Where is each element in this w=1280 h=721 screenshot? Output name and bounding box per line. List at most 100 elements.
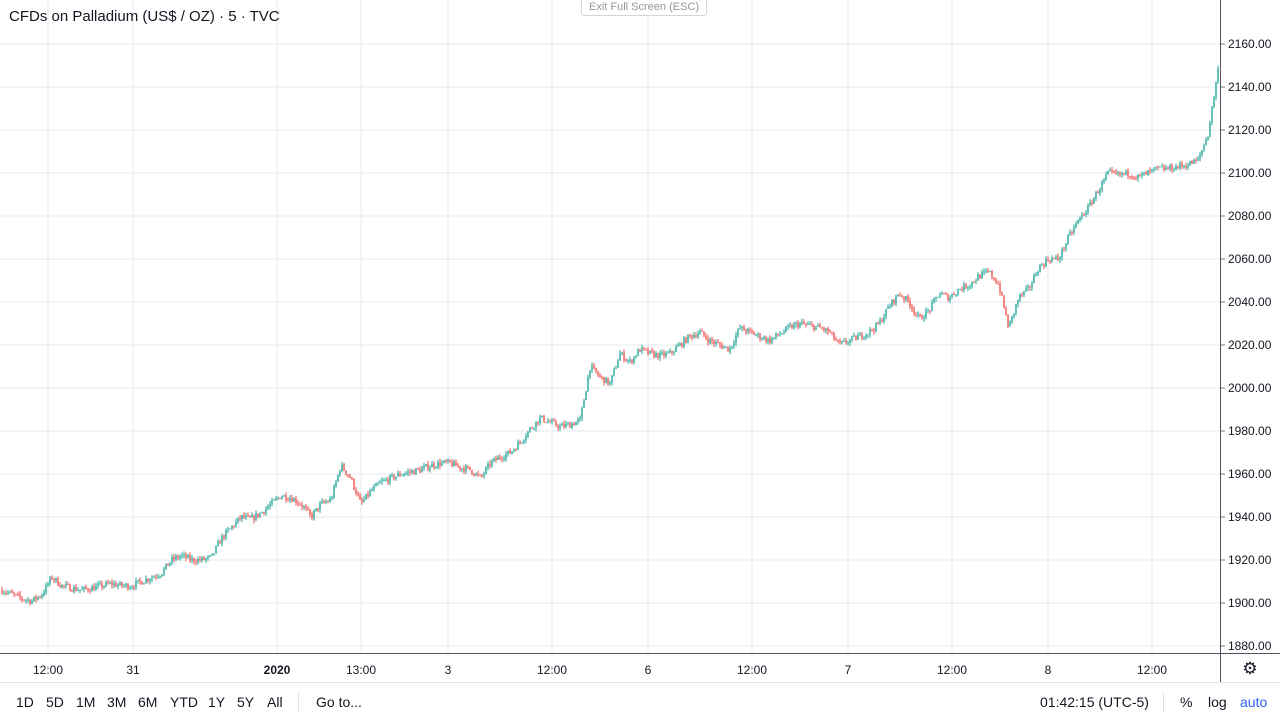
candle-body — [1089, 202, 1091, 206]
candle-body — [555, 421, 557, 426]
price-chart[interactable]: 1880.00 1900.00 1920.00 1940.00 1960.00 1980.… — [0, 0, 1280, 682]
candle-body — [861, 333, 863, 339]
candle-body — [129, 587, 131, 590]
candle-body — [135, 581, 137, 588]
candle-body — [171, 556, 173, 563]
candle-body — [49, 577, 51, 584]
candle-body — [27, 599, 29, 601]
candle-body — [591, 365, 593, 371]
range-button-1y[interactable]: 1Y — [208, 694, 226, 710]
candle-body — [735, 335, 737, 343]
candle-body — [741, 326, 743, 328]
candle-body — [1141, 173, 1143, 176]
candle-body — [357, 493, 359, 496]
candle-body — [1197, 158, 1199, 161]
candle-body — [987, 270, 989, 272]
candle-body — [485, 467, 487, 474]
candle-body — [1155, 166, 1157, 169]
gear-icon[interactable]: ⚙ — [1242, 659, 1258, 678]
candle-body — [1083, 214, 1085, 216]
candle-body — [665, 352, 667, 357]
range-button-3m[interactable]: 3M — [107, 694, 127, 710]
candle-body — [773, 337, 775, 339]
candle-body — [15, 594, 17, 596]
candle-body — [185, 554, 187, 559]
range-button-1d[interactable]: 1D — [16, 694, 34, 710]
candle-body — [625, 360, 627, 362]
candle-body — [111, 582, 113, 586]
candle-body — [687, 334, 689, 343]
candle-body — [927, 310, 929, 312]
candle-body — [429, 467, 431, 470]
log-scale-toggle[interactable]: log — [1208, 694, 1227, 710]
clock-readout[interactable]: 01:42:15 (UTC-5) — [1040, 694, 1149, 710]
y-tick-label: 2100.00 — [1228, 166, 1272, 180]
candle-body — [935, 297, 937, 299]
candle-body — [1067, 235, 1069, 244]
candle-body — [443, 460, 445, 463]
candle-body — [433, 463, 435, 468]
range-button-ytd[interactable]: YTD — [170, 694, 198, 710]
candle-body — [887, 307, 889, 309]
candle-body — [483, 473, 485, 476]
candle-body — [113, 583, 115, 586]
candle-body — [345, 470, 347, 475]
range-button-1m[interactable]: 1M — [76, 694, 96, 710]
range-button-5y[interactable]: 5Y — [237, 694, 255, 710]
candle-body — [683, 338, 685, 347]
range-button-6m[interactable]: 6M — [138, 694, 158, 710]
candle-body — [1169, 165, 1171, 170]
candle-body — [213, 553, 215, 555]
range-button-all[interactable]: All — [267, 694, 283, 710]
candle-body — [33, 596, 35, 601]
exit-fullscreen-button[interactable]: Exit Full Screen (ESC) — [581, 0, 707, 16]
candle-body — [613, 369, 615, 376]
candle-body — [897, 295, 899, 297]
candle-body — [979, 274, 981, 279]
candle-body — [355, 489, 357, 494]
candle-body — [715, 342, 717, 344]
candle-body — [999, 284, 1001, 293]
candle-body — [147, 578, 149, 582]
candle-body — [609, 382, 611, 385]
candle-body — [439, 461, 441, 466]
candle-body — [873, 330, 875, 332]
candle-body — [123, 585, 125, 587]
candle-body — [821, 327, 823, 329]
candle-body — [703, 331, 705, 336]
candle-body — [1191, 161, 1193, 164]
candle-body — [487, 463, 489, 468]
candle-body — [1145, 172, 1147, 175]
candle-body — [1189, 161, 1191, 166]
y-tick-label: 1940.00 — [1228, 510, 1272, 524]
candle-body — [541, 415, 543, 418]
candle-body — [985, 270, 987, 272]
candle-body — [995, 280, 997, 284]
y-tick-label: 2160.00 — [1228, 37, 1272, 51]
candle-body — [17, 594, 19, 596]
candle-body — [711, 338, 713, 342]
auto-scale-toggle[interactable]: auto — [1240, 694, 1268, 710]
candle-body — [837, 340, 839, 342]
candle-body — [947, 294, 949, 301]
range-button-5d[interactable]: 5D — [46, 694, 64, 710]
candle-body — [823, 328, 825, 331]
candle-body — [1035, 275, 1037, 277]
candle-body — [63, 584, 65, 586]
candle-body — [659, 352, 661, 359]
candle-body — [531, 427, 533, 429]
candle-body — [327, 501, 329, 503]
candle-body — [577, 419, 579, 422]
candle-body — [551, 420, 553, 423]
goto-button[interactable]: Go to... — [316, 694, 362, 710]
candle-body — [1193, 159, 1195, 164]
candle-body — [97, 583, 99, 586]
candle-body — [801, 321, 803, 323]
candle-body — [155, 576, 157, 578]
candle-body — [349, 475, 351, 478]
candle-body — [937, 296, 939, 298]
candle-body — [177, 555, 179, 559]
candle-body — [51, 577, 53, 580]
percent-scale-toggle[interactable]: % — [1180, 694, 1193, 710]
candle-body — [851, 336, 853, 340]
